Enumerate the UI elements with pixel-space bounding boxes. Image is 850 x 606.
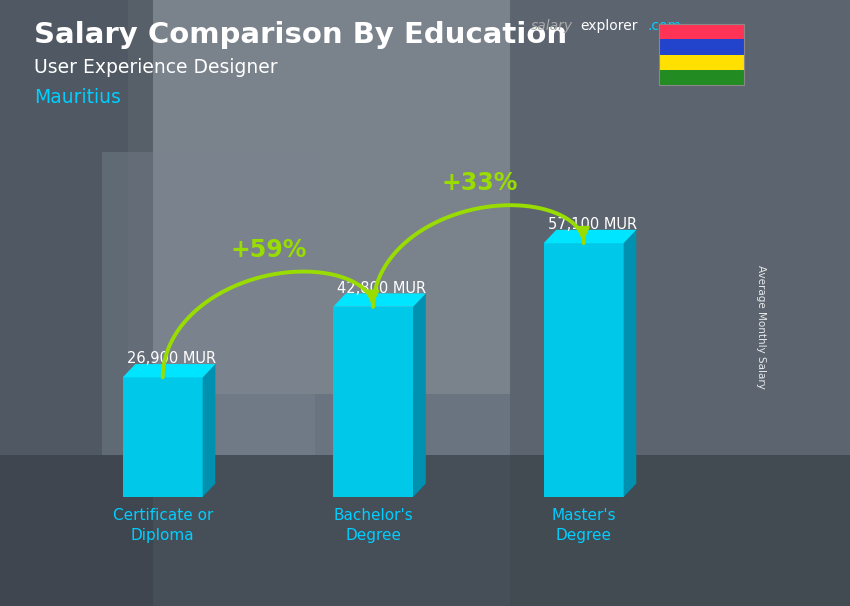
Text: +59%: +59% (230, 238, 307, 262)
Bar (102, 152, 314, 454)
Text: Salary Comparison By Education: Salary Comparison By Education (34, 21, 567, 49)
Bar (0, 0, 153, 606)
Bar (0, 454, 850, 606)
Text: salary: salary (531, 19, 574, 33)
Bar (128, 0, 510, 394)
Text: Average Monthly Salary: Average Monthly Salary (756, 265, 766, 389)
Text: 42,800 MUR: 42,800 MUR (337, 281, 427, 296)
Text: +33%: +33% (441, 171, 518, 195)
Bar (510, 0, 850, 606)
Polygon shape (202, 364, 215, 497)
Text: 26,900 MUR: 26,900 MUR (127, 351, 216, 366)
Polygon shape (333, 293, 426, 307)
Text: 57,100 MUR: 57,100 MUR (548, 217, 637, 232)
Text: explorer: explorer (581, 19, 638, 33)
Polygon shape (544, 230, 637, 243)
Bar (544, 243, 624, 497)
Polygon shape (122, 364, 215, 378)
Text: User Experience Designer: User Experience Designer (34, 58, 278, 76)
Polygon shape (413, 293, 426, 497)
Polygon shape (624, 230, 637, 497)
Bar (333, 307, 413, 497)
Bar (122, 378, 202, 497)
Text: .com: .com (648, 19, 682, 33)
Text: Mauritius: Mauritius (34, 88, 121, 107)
